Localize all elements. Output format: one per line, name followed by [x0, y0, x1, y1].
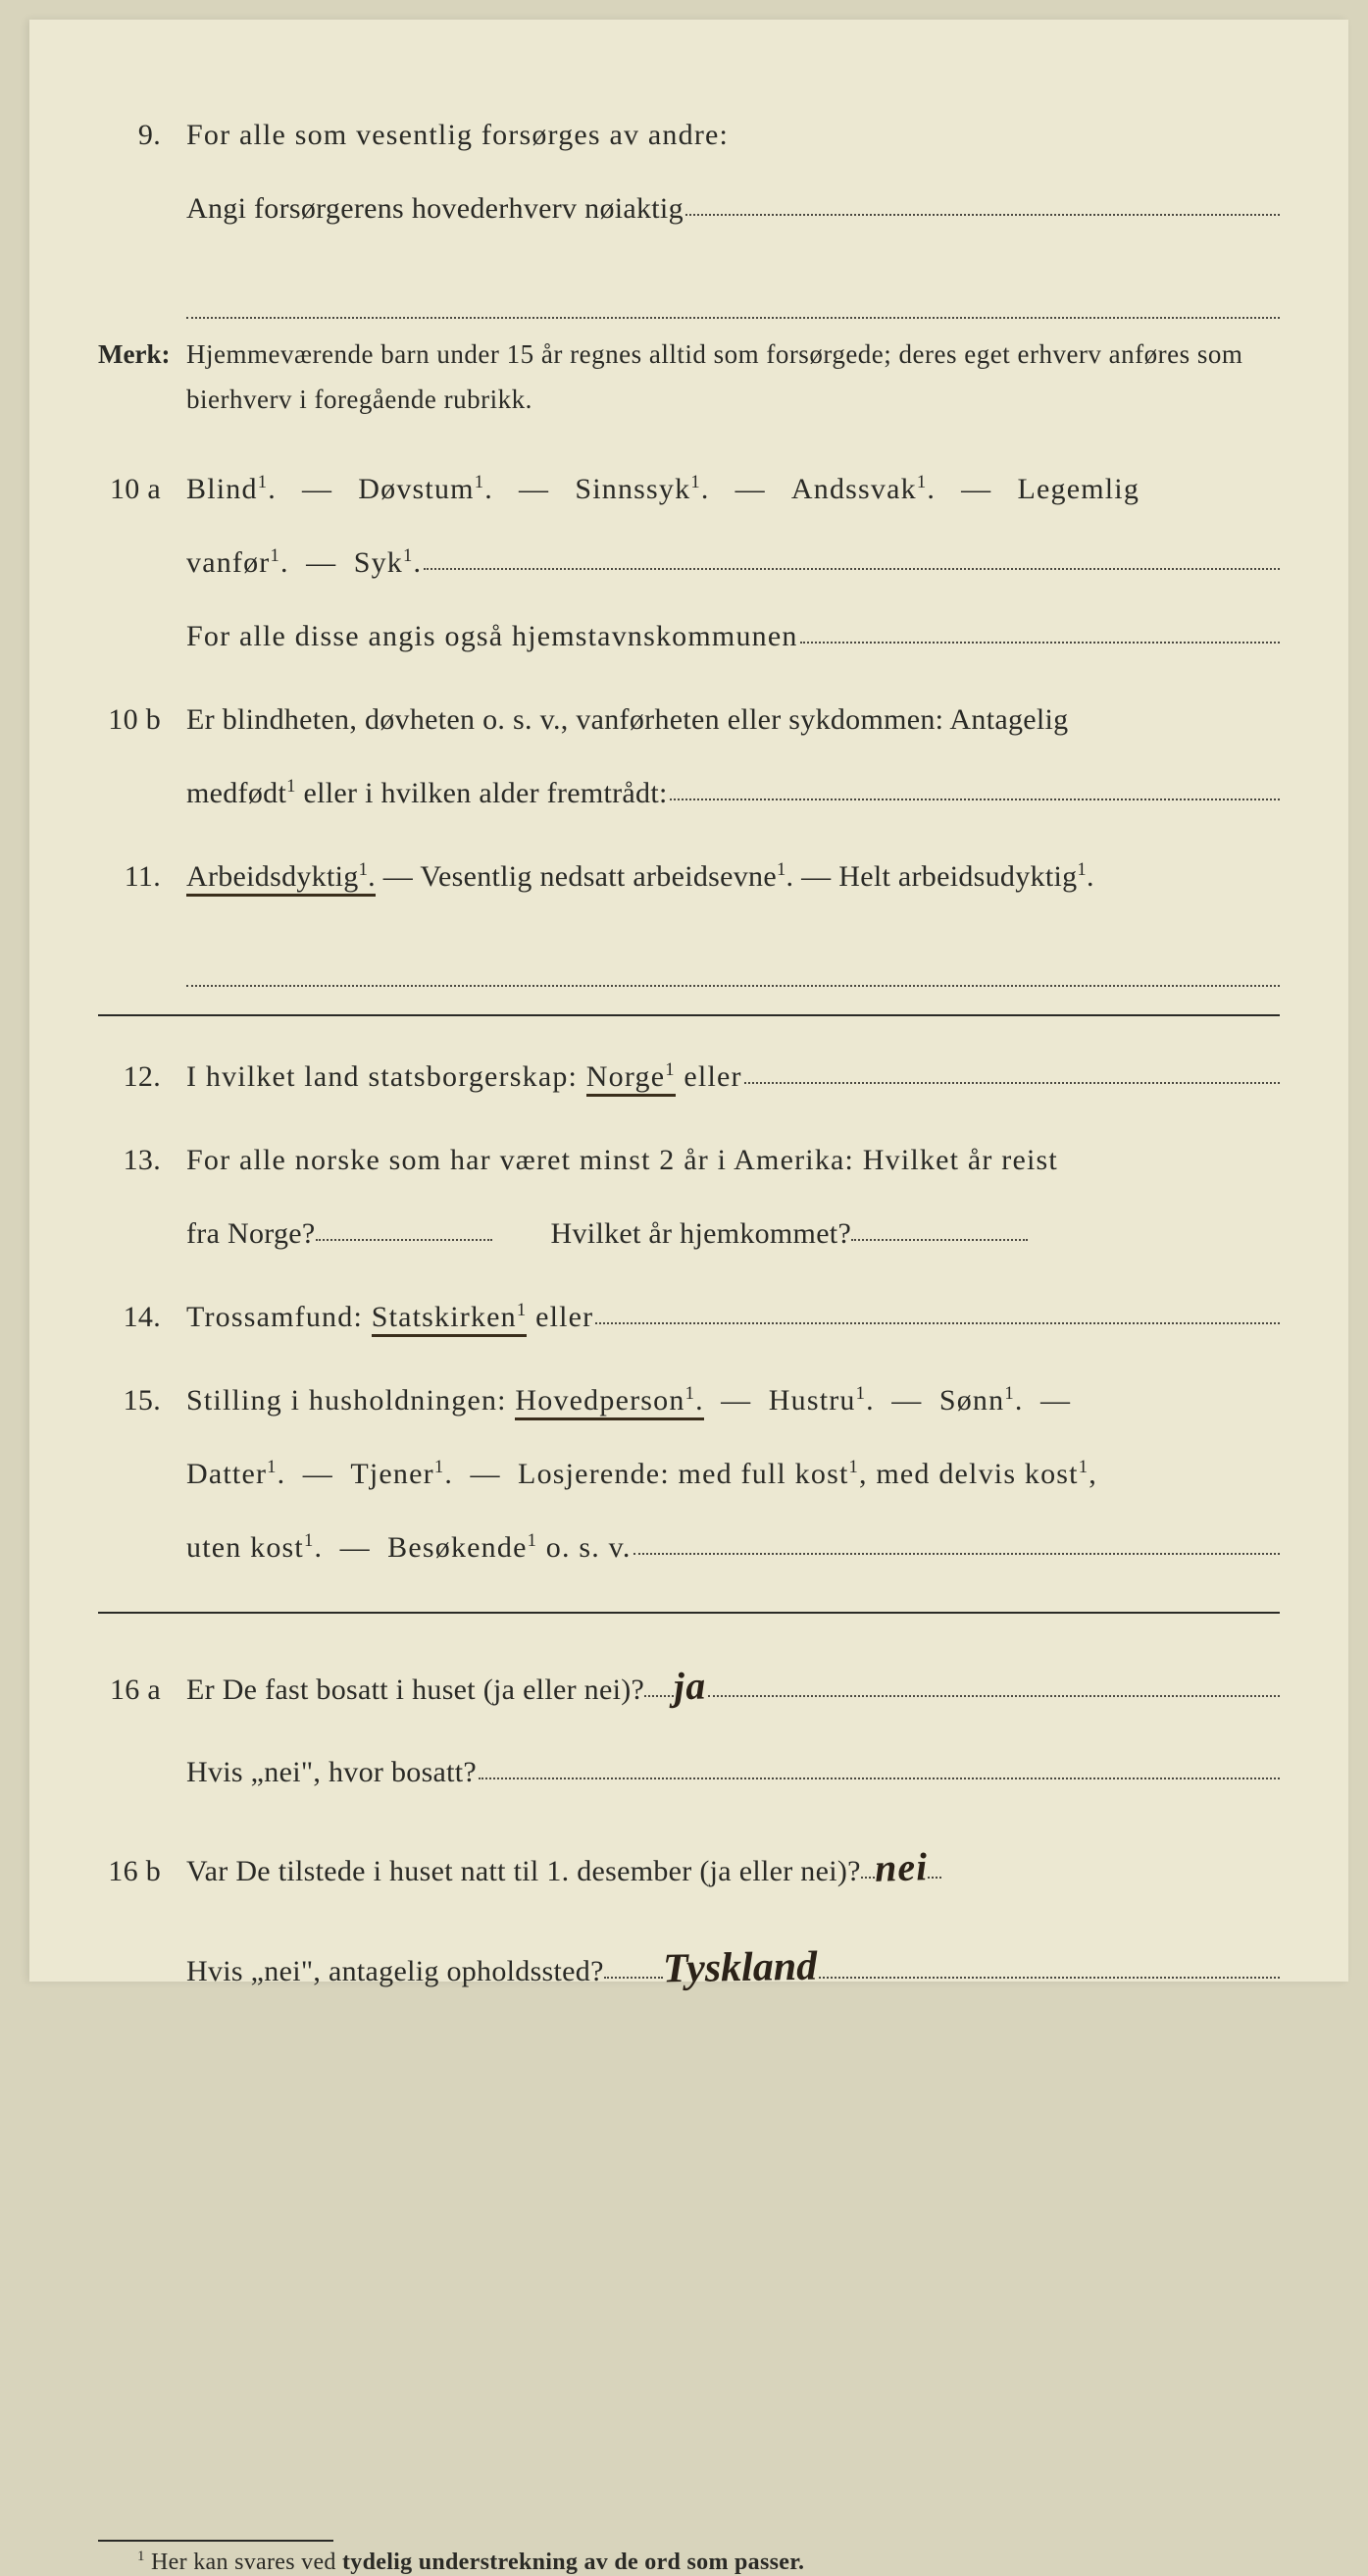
question-12: 12. I hvilket land statsborgerskap: Norg…	[98, 1040, 1280, 1113]
merk-label: Merk:	[98, 333, 186, 378]
q9-line1: For alle som vesentlig forsørges av andr…	[186, 98, 1280, 172]
merk-text: Hjemmeværende barn under 15 år regnes al…	[186, 333, 1280, 423]
question-14: 14. Trossamfund: Statskirken1 eller	[98, 1280, 1280, 1354]
fill-line	[800, 617, 1280, 644]
q13-number: 13.	[98, 1125, 186, 1196]
question-10a: 10 a Blind1. — Døvstum1. — Sinnssyk1. — …	[98, 452, 1280, 673]
fill-line	[316, 1214, 492, 1241]
answer-16b-place: Tyskland	[662, 1915, 818, 2021]
divider	[98, 1612, 1280, 1614]
note-merk: Merk: Hjemmeværende barn under 15 år reg…	[98, 333, 1280, 423]
q10b-line1: Er blindheten, døvheten o. s. v., vanfør…	[186, 683, 1280, 756]
fill-line	[479, 1753, 1280, 1779]
question-11: 11. Arbeidsdyktig1. — Vesentlig nedsatt …	[98, 840, 1280, 987]
fill-line	[708, 1671, 1280, 1697]
q15-number: 15.	[98, 1365, 186, 1436]
question-15: 15. Stilling i husholdningen: Hovedperso…	[98, 1364, 1280, 1584]
question-13: 13. For alle norske som har været minst …	[98, 1123, 1280, 1270]
selected-hovedperson: Hovedperson1.	[515, 1384, 703, 1420]
footnote-rule	[98, 2540, 333, 2542]
question-16b: 16 b Var De tilstede i huset natt til 1.…	[98, 1819, 1280, 2020]
q14-number: 14.	[98, 1282, 186, 1353]
question-10b: 10 b Er blindheten, døvheten o. s. v., v…	[98, 683, 1280, 830]
fill-line	[670, 774, 1280, 800]
q16b-number: 16 b	[98, 1836, 186, 1907]
fill-line	[819, 1952, 1280, 1979]
fill-line	[186, 245, 1280, 319]
q9-number: 9.	[98, 100, 186, 171]
footnote: 1 Her kan svares ved tydelig understrekn…	[98, 2550, 1280, 2576]
fill-line	[424, 543, 1280, 570]
fill-line	[744, 1057, 1280, 1084]
question-16a: 16 a Er De fast bosatt i huset (ja eller…	[98, 1637, 1280, 1809]
divider	[98, 1014, 1280, 1016]
q16a-number: 16 a	[98, 1655, 186, 1726]
fill-line	[685, 189, 1280, 216]
selected-statskirken: Statskirken1	[372, 1301, 528, 1337]
q10b-content: Er blindheten, døvheten o. s. v., vanfør…	[186, 683, 1280, 830]
fill-line	[633, 1528, 1280, 1555]
fill-line	[851, 1214, 1028, 1241]
answer-16b: nei	[873, 1818, 930, 1918]
answer-16a: ja	[672, 1636, 708, 1735]
q10b-number: 10 b	[98, 685, 186, 755]
q9-line2: Angi forsørgerens hovederhverv nøiaktig	[186, 172, 1280, 245]
q11-number: 11.	[98, 842, 186, 912]
selected-norge: Norge1	[586, 1060, 676, 1097]
q10a-content: Blind1. — Døvstum1. — Sinnssyk1. — Andss…	[186, 452, 1280, 673]
q12-number: 12.	[98, 1042, 186, 1112]
q9-content: For alle som vesentlig forsørges av andr…	[186, 98, 1280, 319]
fill-line	[186, 913, 1280, 987]
q10a-number: 10 a	[98, 454, 186, 525]
fill-line	[595, 1298, 1280, 1324]
question-9: 9. For alle som vesentlig forsørges av a…	[98, 98, 1280, 319]
selected-arbeidsdyktig: Arbeidsdyktig1.	[186, 860, 376, 897]
document-page: 9. For alle som vesentlig forsørges av a…	[29, 20, 1348, 1982]
q11-content: Arbeidsdyktig1. — Vesentlig nedsatt arbe…	[186, 840, 1280, 987]
